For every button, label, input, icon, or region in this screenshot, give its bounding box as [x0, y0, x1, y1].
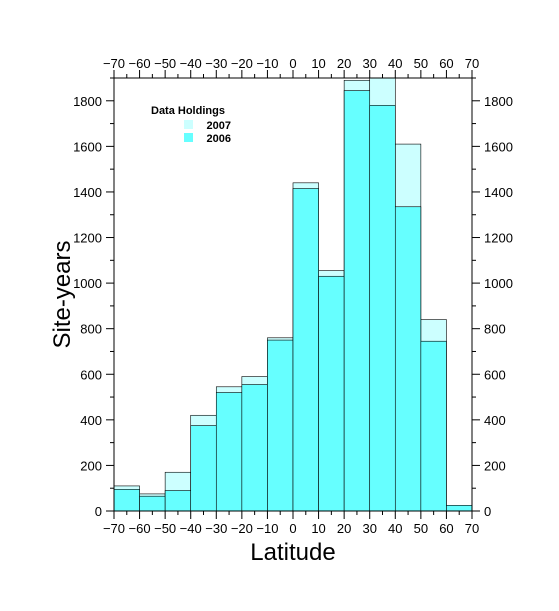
x-tick-label-bottom: −40	[180, 521, 202, 536]
y-tick-label-left: 800	[80, 322, 102, 337]
bar-2006--40-to--30	[190, 425, 217, 512]
x-tick-label-top: 40	[388, 56, 402, 71]
y-tick-label-right: 1000	[484, 276, 513, 291]
x-tick-label-top: −40	[180, 56, 202, 71]
y-tick-label-right: 600	[484, 367, 506, 382]
y-axis-title: Site-years	[49, 240, 76, 348]
axis-ticks	[106, 70, 480, 519]
y-tick-label-right: 400	[484, 413, 506, 428]
bar-2006--20-to--10	[241, 384, 268, 512]
y-tick-label-right: 1800	[484, 94, 513, 109]
axis-tick-labels: −70−70−60−60−50−50−40−40−30−30−20−20−10−…	[73, 56, 513, 536]
x-tick-label-bottom: 20	[337, 521, 351, 536]
y-tick-label-left: 600	[80, 367, 102, 382]
y-tick-label-left: 200	[80, 458, 102, 473]
y-tick-label-right: 1600	[484, 139, 513, 154]
series-2006-bars	[113, 90, 473, 512]
legend-label-2007: 2007	[207, 120, 231, 132]
y-tick-label-right: 200	[484, 458, 506, 473]
bar-2006-30-to-40	[369, 105, 396, 512]
legend-swatch-2007	[184, 120, 193, 129]
y-tick-label-right: 800	[484, 322, 506, 337]
bar-2006--30-to--20	[215, 392, 243, 512]
y-tick-label-left: 1400	[73, 185, 102, 200]
bar-2006--50-to--40	[164, 490, 192, 512]
bar-2006-0-to-10	[292, 188, 319, 512]
bar-2006--70-to--60	[113, 489, 140, 512]
x-tick-label-bottom: −20	[231, 521, 253, 536]
x-tick-label-top: 20	[337, 56, 351, 71]
x-tick-label-bottom: 10	[311, 521, 325, 536]
x-tick-label-bottom: 0	[289, 521, 296, 536]
legend-swatch-2006	[184, 133, 193, 142]
legend-title: Data Holdings	[151, 105, 225, 117]
x-tick-label-top: 70	[465, 56, 479, 71]
y-tick-label-left: 1600	[73, 139, 102, 154]
x-tick-label-top: 0	[289, 56, 296, 71]
y-tick-label-left: 400	[80, 413, 102, 428]
bar-2006--10-to-0	[267, 339, 294, 512]
x-tick-label-bottom: 50	[414, 521, 428, 536]
x-tick-label-top: −20	[231, 56, 253, 71]
x-tick-label-top: −50	[154, 56, 176, 71]
bar-2006-60-to-70	[446, 505, 473, 512]
bar-2006-20-to-30	[343, 90, 371, 512]
bar-2006-40-to-50	[394, 206, 422, 512]
y-tick-label-left: 1800	[73, 94, 102, 109]
x-tick-label-top: −60	[129, 56, 151, 71]
x-tick-label-top: 10	[311, 56, 325, 71]
x-tick-label-bottom: −50	[154, 521, 176, 536]
x-tick-label-top: −10	[256, 56, 278, 71]
x-tick-label-bottom: −30	[205, 521, 227, 536]
legend: Data Holdings 2007 2006	[151, 105, 231, 145]
y-tick-label-right: 0	[484, 504, 491, 519]
x-tick-label-top: 60	[439, 56, 453, 71]
bar-2006-50-to-60	[420, 340, 447, 512]
x-tick-label-top: −30	[205, 56, 227, 71]
x-tick-label-top: −70	[103, 56, 125, 71]
x-tick-label-bottom: −10	[256, 521, 278, 536]
legend-label-2006: 2006	[207, 133, 231, 145]
x-tick-label-bottom: −70	[103, 521, 125, 536]
x-tick-label-bottom: −60	[129, 521, 151, 536]
y-tick-label-left: 1000	[73, 276, 102, 291]
y-tick-label-left: 0	[95, 504, 102, 519]
y-tick-label-left: 1200	[73, 231, 102, 246]
x-tick-label-bottom: 40	[388, 521, 402, 536]
x-axis-title: Latitude	[250, 539, 335, 566]
x-tick-label-top: 50	[414, 56, 428, 71]
y-tick-label-right: 1200	[484, 231, 513, 246]
x-tick-label-bottom: 30	[362, 521, 376, 536]
bar-2006-10-to-20	[318, 275, 345, 512]
x-tick-label-bottom: 60	[439, 521, 453, 536]
y-tick-label-right: 1400	[484, 185, 513, 200]
x-tick-label-top: 30	[362, 56, 376, 71]
x-tick-label-bottom: 70	[465, 521, 479, 536]
bar-2006--60-to--50	[139, 495, 166, 512]
